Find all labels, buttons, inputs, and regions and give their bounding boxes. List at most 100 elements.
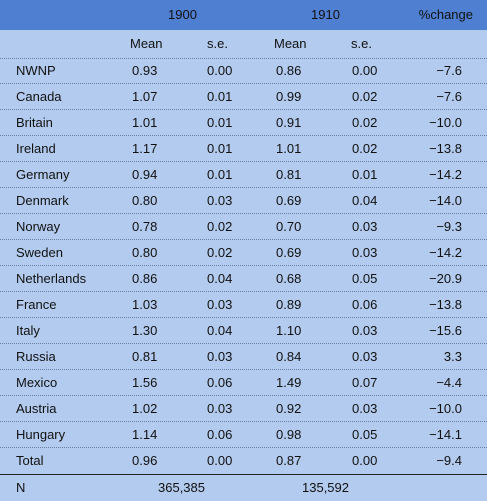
mean-1910-cell: 1.49	[276, 375, 302, 390]
se-1900-cell: 0.06	[207, 427, 233, 442]
subheader-se-1900: s.e.	[207, 36, 228, 51]
header-1900: 1900	[168, 7, 197, 22]
n-1910: 135,592	[302, 480, 349, 495]
percent-change-cell: −20.9	[429, 271, 462, 286]
n-row: N 365,385 135,592	[0, 474, 487, 501]
percent-change-cell: −14.1	[429, 427, 462, 442]
percent-change-cell: −14.2	[429, 167, 462, 182]
country-label: Britain	[16, 115, 53, 130]
percent-change-cell: −15.6	[429, 323, 462, 338]
se-1900-cell: 0.01	[207, 141, 233, 156]
table-row: Mexico 1.56 0.06 1.49 0.07 −4.4	[0, 370, 487, 396]
percent-change-cell: −14.2	[429, 245, 462, 260]
table-row: Sweden 0.80 0.02 0.69 0.03 −14.2	[0, 240, 487, 266]
mean-1910-cell: 0.98	[276, 427, 302, 442]
mean-1910-cell: 0.81	[276, 167, 302, 182]
country-label: Netherlands	[16, 271, 87, 286]
percent-change-cell: −7.6	[436, 63, 462, 78]
mean-1900-cell: 1.14	[132, 427, 158, 442]
country-label: Italy	[16, 323, 40, 338]
table-row: Russia 0.81 0.03 0.84 0.03 3.3	[0, 344, 487, 370]
se-1900-cell: 0.04	[207, 271, 233, 286]
mean-1900-cell: 1.07	[132, 89, 158, 104]
table-row: NWNP 0.93 0.00 0.86 0.00 −7.6	[0, 58, 487, 84]
se-1900-cell: 0.03	[207, 401, 233, 416]
country-label: Ireland	[16, 141, 56, 156]
percent-change-cell: −9.4	[436, 453, 462, 468]
table-row: Denmark 0.80 0.03 0.69 0.04 −14.0	[0, 188, 487, 214]
table-row: Netherlands 0.86 0.04 0.68 0.05 −20.9	[0, 266, 487, 292]
se-1900-cell: 0.00	[207, 63, 233, 78]
table-header-band: 1900 1910 %change	[0, 0, 487, 30]
mean-1900-cell: 1.30	[132, 323, 158, 338]
mean-1910-cell: 0.70	[276, 219, 302, 234]
mean-1910-cell: 0.99	[276, 89, 302, 104]
se-1910-cell: 0.00	[352, 63, 378, 78]
mean-1910-cell: 0.92	[276, 401, 302, 416]
mean-1900-cell: 0.78	[132, 219, 158, 234]
country-label: Norway	[16, 219, 61, 234]
table-row: Ireland 1.17 0.01 1.01 0.02 −13.8	[0, 136, 487, 162]
se-1900-cell: 0.03	[207, 193, 233, 208]
table-row: Italy 1.30 0.04 1.10 0.03 −15.6	[0, 318, 487, 344]
country-label: Total	[16, 453, 44, 468]
mean-1900-cell: 0.93	[132, 63, 158, 78]
se-1900-cell: 0.02	[207, 219, 233, 234]
percent-change-cell: −13.8	[429, 297, 462, 312]
se-1910-cell: 0.02	[352, 115, 378, 130]
se-1910-cell: 0.07	[352, 375, 378, 390]
se-1910-cell: 0.03	[352, 323, 378, 338]
se-1900-cell: 0.01	[207, 89, 233, 104]
mean-1900-cell: 0.81	[132, 349, 158, 364]
mean-1900-cell: 0.80	[132, 193, 158, 208]
se-1910-cell: 0.06	[352, 297, 378, 312]
percent-change-cell: −13.8	[429, 141, 462, 156]
mean-1900-cell: 1.01	[132, 115, 158, 130]
se-1910-cell: 0.02	[352, 141, 378, 156]
table-row: Germany 0.94 0.01 0.81 0.01 −14.2	[0, 162, 487, 188]
country-label: Austria	[16, 401, 57, 416]
se-1910-cell: 0.03	[352, 349, 378, 364]
se-1900-cell: 0.06	[207, 375, 233, 390]
n-label: N	[16, 480, 26, 495]
mean-1910-cell: 1.01	[276, 141, 302, 156]
header-percent-change: %change	[418, 7, 473, 22]
country-label: Canada	[16, 89, 62, 104]
percent-change-cell: −10.0	[429, 401, 462, 416]
mean-1910-cell: 0.86	[276, 63, 302, 78]
table-row: Total 0.96 0.00 0.87 0.00 −9.4	[0, 448, 487, 473]
table-row: Norway 0.78 0.02 0.70 0.03 −9.3	[0, 214, 487, 240]
subheader-row: Mean s.e. Mean s.e.	[0, 31, 487, 59]
mean-1900-cell: 0.80	[132, 245, 158, 260]
se-1910-cell: 0.04	[352, 193, 378, 208]
se-1900-cell: 0.00	[207, 453, 233, 468]
country-label: Hungary	[16, 427, 66, 442]
mean-1900-cell: 0.86	[132, 271, 158, 286]
mean-1910-cell: 0.68	[276, 271, 302, 286]
mean-1900-cell: 0.94	[132, 167, 158, 182]
se-1900-cell: 0.03	[207, 349, 233, 364]
percent-change-cell: −7.6	[436, 89, 462, 104]
mean-1910-cell: 0.84	[276, 349, 302, 364]
country-label: Sweden	[16, 245, 63, 260]
n-1900: 365,385	[158, 480, 205, 495]
table-row: Hungary 1.14 0.06 0.98 0.05 −14.1	[0, 422, 487, 448]
se-1900-cell: 0.01	[207, 167, 233, 182]
subheader-se-1910: s.e.	[351, 36, 372, 51]
table-row: Austria 1.02 0.03 0.92 0.03 −10.0	[0, 396, 487, 422]
mean-1910-cell: 0.91	[276, 115, 302, 130]
country-label: France	[16, 297, 57, 312]
se-1910-cell: 0.00	[352, 453, 378, 468]
percent-change-cell: −4.4	[436, 375, 462, 390]
mean-1900-cell: 1.03	[132, 297, 158, 312]
mean-1900-cell: 0.96	[132, 453, 158, 468]
subheader-mean-1910: Mean	[274, 36, 307, 51]
subheader-mean-1900: Mean	[130, 36, 163, 51]
table-row: Britain 1.01 0.01 0.91 0.02 −10.0	[0, 110, 487, 136]
se-1900-cell: 0.04	[207, 323, 233, 338]
percent-change-cell: 3.3	[443, 349, 462, 364]
mean-1910-cell: 0.89	[276, 297, 302, 312]
se-1910-cell: 0.05	[352, 427, 378, 442]
header-1910: 1910	[311, 7, 340, 22]
